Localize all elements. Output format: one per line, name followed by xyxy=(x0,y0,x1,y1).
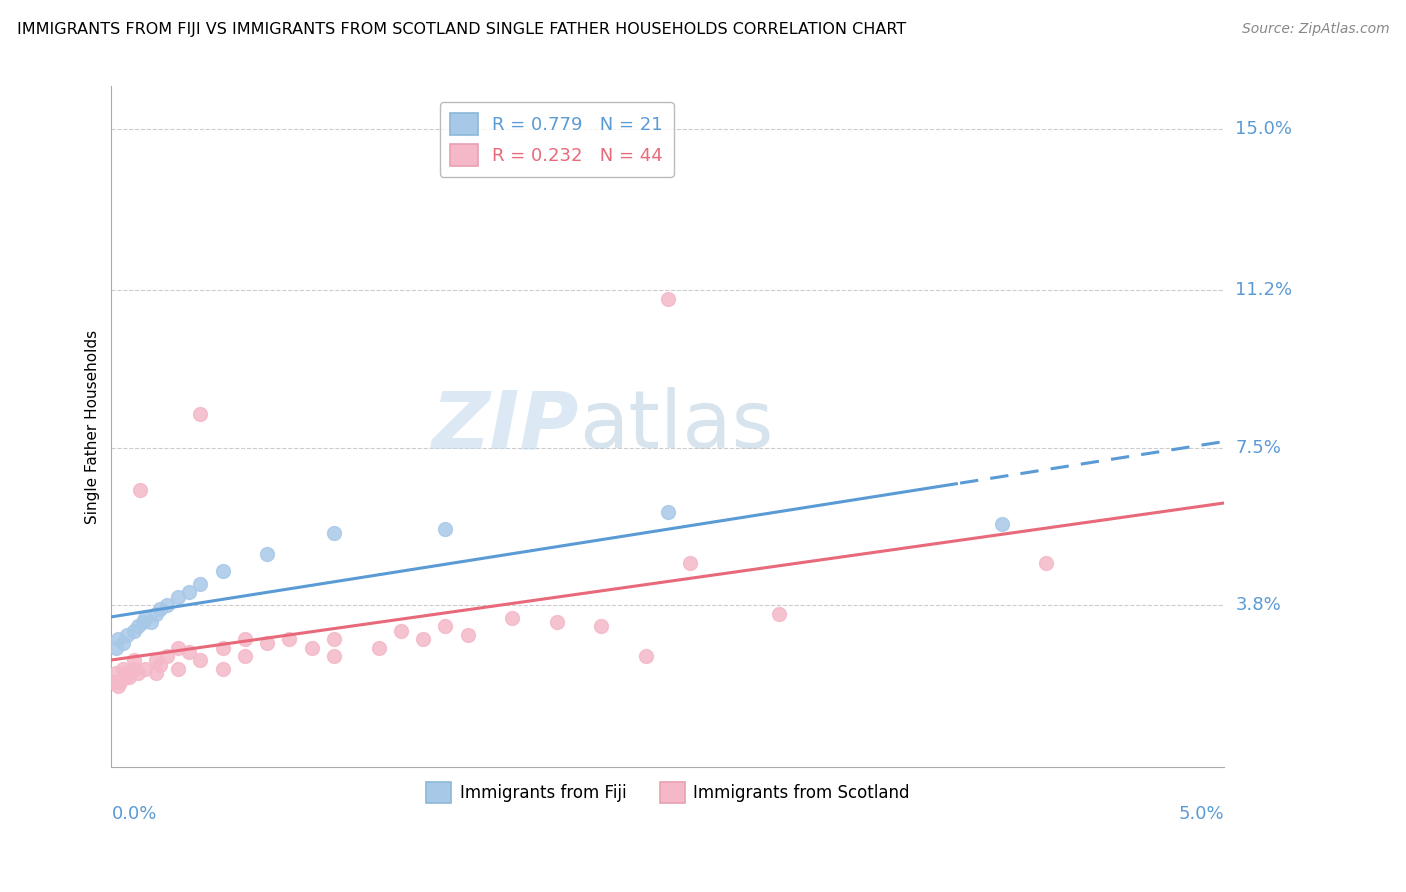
Legend: Immigrants from Fiji, Immigrants from Scotland: Immigrants from Fiji, Immigrants from Sc… xyxy=(419,776,917,809)
Point xyxy=(167,590,190,604)
Point xyxy=(190,653,212,667)
Point xyxy=(657,504,679,518)
Point xyxy=(118,670,141,684)
Point xyxy=(233,632,256,646)
Point xyxy=(190,576,212,591)
Text: 15.0%: 15.0% xyxy=(1236,120,1292,138)
Point xyxy=(104,666,127,681)
Point xyxy=(179,585,201,599)
Point xyxy=(134,611,156,625)
Point xyxy=(127,666,149,681)
Point xyxy=(768,607,790,621)
Point xyxy=(256,636,278,650)
Point xyxy=(122,624,145,638)
Text: atlas: atlas xyxy=(579,387,773,466)
Point xyxy=(145,607,167,621)
Point xyxy=(122,662,145,676)
Point xyxy=(434,619,457,633)
Point xyxy=(131,615,153,629)
Point xyxy=(141,615,163,629)
Point xyxy=(591,619,613,633)
Point xyxy=(107,632,129,646)
Point xyxy=(156,648,179,663)
Point xyxy=(115,666,138,681)
Point xyxy=(546,615,568,629)
Y-axis label: Single Father Households: Single Father Households xyxy=(86,329,100,524)
Point xyxy=(211,662,233,676)
Point xyxy=(457,628,479,642)
Point xyxy=(990,517,1012,532)
Point xyxy=(111,662,134,676)
Point xyxy=(501,611,523,625)
Text: Source: ZipAtlas.com: Source: ZipAtlas.com xyxy=(1241,22,1389,37)
Point xyxy=(115,628,138,642)
Point xyxy=(107,679,129,693)
Point xyxy=(211,564,233,578)
Point xyxy=(167,662,190,676)
Point xyxy=(634,648,657,663)
Point xyxy=(389,624,412,638)
Point xyxy=(1035,556,1057,570)
Point xyxy=(110,674,132,689)
Point xyxy=(367,640,389,655)
Text: ZIP: ZIP xyxy=(432,387,579,466)
Text: 3.8%: 3.8% xyxy=(1236,596,1281,614)
Text: 11.2%: 11.2% xyxy=(1236,282,1292,300)
Text: 0.0%: 0.0% xyxy=(111,805,157,823)
Text: IMMIGRANTS FROM FIJI VS IMMIGRANTS FROM SCOTLAND SINGLE FATHER HOUSEHOLDS CORREL: IMMIGRANTS FROM FIJI VS IMMIGRANTS FROM … xyxy=(17,22,905,37)
Point xyxy=(129,483,152,498)
Text: 5.0%: 5.0% xyxy=(1178,805,1225,823)
Point xyxy=(412,632,434,646)
Point xyxy=(323,525,346,540)
Point xyxy=(122,653,145,667)
Point xyxy=(256,547,278,561)
Point xyxy=(111,636,134,650)
Point xyxy=(278,632,301,646)
Point xyxy=(657,292,679,306)
Point xyxy=(179,645,201,659)
Point xyxy=(145,666,167,681)
Point xyxy=(233,648,256,663)
Point xyxy=(145,653,167,667)
Text: 7.5%: 7.5% xyxy=(1236,439,1281,457)
Point xyxy=(156,598,179,612)
Point xyxy=(301,640,323,655)
Point xyxy=(323,632,346,646)
Point xyxy=(149,657,172,672)
Point xyxy=(434,522,457,536)
Point xyxy=(127,619,149,633)
Point xyxy=(167,640,190,655)
Point xyxy=(134,662,156,676)
Point xyxy=(104,640,127,655)
Point xyxy=(679,556,702,570)
Point xyxy=(103,674,125,689)
Point xyxy=(114,670,136,684)
Point xyxy=(149,602,172,616)
Point xyxy=(323,648,346,663)
Point xyxy=(211,640,233,655)
Point xyxy=(190,407,212,421)
